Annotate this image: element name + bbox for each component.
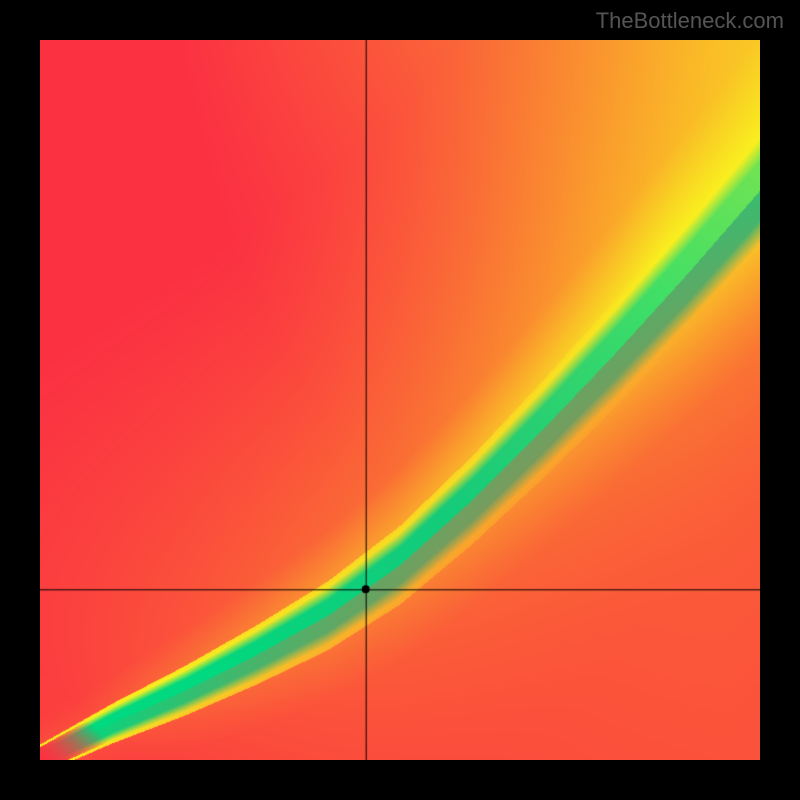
heatmap-canvas <box>40 40 760 760</box>
watermark-text: TheBottleneck.com <box>596 8 784 34</box>
bottleneck-heatmap <box>40 40 760 760</box>
